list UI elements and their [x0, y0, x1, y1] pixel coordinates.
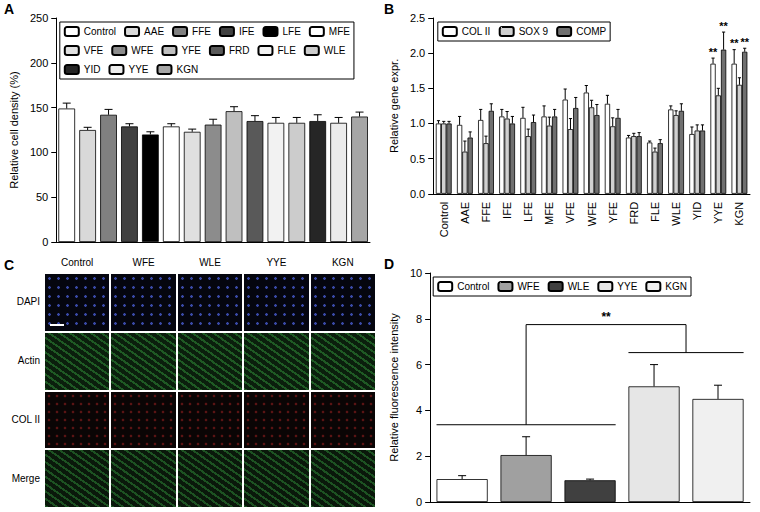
svg-text:**: **: [730, 37, 739, 49]
svg-text:YYE: YYE: [617, 281, 637, 292]
svg-text:D: D: [384, 256, 394, 272]
svg-text:FRD: FRD: [229, 45, 250, 56]
svg-text:COMP: COMP: [576, 26, 606, 37]
svg-text:FFE: FFE: [480, 202, 492, 223]
html-text:KGN: KGN: [332, 257, 354, 268]
svg-text:**: **: [740, 36, 749, 48]
svg-text:2.5: 2.5: [410, 12, 425, 24]
html-text:YYE: YYE: [266, 257, 287, 268]
svg-text:MFE: MFE: [329, 26, 350, 37]
svg-text:10: 10: [410, 267, 422, 279]
svg-text:COL II: COL II: [462, 26, 491, 37]
svg-text:VFE: VFE: [564, 202, 576, 223]
svg-text:IFE: IFE: [239, 26, 255, 37]
svg-text:VFE: VFE: [84, 45, 104, 56]
svg-text:**: **: [709, 46, 718, 58]
html-text:C: C: [4, 257, 15, 273]
svg-text:Control: Control: [438, 202, 450, 237]
html-text:COL II: COL II: [11, 413, 40, 425]
svg-text:AAE: AAE: [459, 202, 471, 224]
svg-text:50: 50: [36, 191, 48, 203]
svg-text:LFE: LFE: [282, 26, 301, 37]
svg-text:Control: Control: [457, 281, 489, 292]
svg-text:FLE: FLE: [277, 45, 296, 56]
svg-text:WLE: WLE: [324, 45, 346, 56]
html-text:DAPI: DAPI: [16, 296, 40, 308]
svg-text:Relative gene expr.: Relative gene expr.: [388, 59, 400, 153]
svg-text:YYE: YYE: [128, 64, 148, 75]
html-text:WFE: WFE: [132, 257, 155, 268]
svg-text:FFE: FFE: [192, 26, 211, 37]
svg-text:WFE: WFE: [517, 281, 540, 292]
svg-text:4: 4: [416, 404, 422, 416]
html-text:Merge: Merge: [11, 472, 40, 484]
svg-text:SOX 9: SOX 9: [519, 26, 549, 37]
html-text:WLE: WLE: [199, 257, 221, 268]
svg-text:2.0: 2.0: [410, 47, 425, 59]
svg-text:WFE: WFE: [131, 45, 154, 56]
html-text:Actin: Actin: [17, 355, 40, 367]
svg-text:AAE: AAE: [144, 26, 164, 37]
svg-text:WFE: WFE: [586, 202, 598, 226]
svg-text:WLE: WLE: [670, 202, 682, 226]
svg-text:Relative fluorescence intensit: Relative fluorescence intensity: [388, 313, 400, 462]
svg-text:MFE: MFE: [543, 202, 555, 225]
svg-text:Relative cell density (%): Relative cell density (%): [8, 71, 20, 188]
svg-text:150: 150: [30, 102, 48, 114]
svg-text:200: 200: [30, 57, 48, 69]
svg-text:**: **: [719, 20, 728, 32]
html-text:Control: Control: [61, 257, 94, 268]
svg-text:0: 0: [416, 496, 422, 508]
svg-text:8: 8: [416, 313, 422, 325]
svg-text:YFE: YFE: [607, 202, 619, 223]
svg-text:**: **: [601, 310, 611, 324]
svg-text:KGN: KGN: [665, 281, 687, 292]
svg-text:IFE: IFE: [501, 202, 513, 219]
svg-text:YFE: YFE: [181, 45, 201, 56]
svg-text:0: 0: [42, 236, 48, 248]
svg-text:FRD: FRD: [628, 202, 640, 225]
svg-text:6: 6: [416, 359, 422, 371]
svg-text:YYE: YYE: [712, 202, 724, 224]
svg-text:YID: YID: [84, 64, 101, 75]
svg-text:250: 250: [30, 12, 48, 24]
svg-text:YID: YID: [691, 202, 703, 220]
svg-text:1.0: 1.0: [410, 117, 425, 129]
svg-text:B: B: [384, 1, 394, 17]
svg-text:KGN: KGN: [176, 64, 198, 75]
svg-text:KGN: KGN: [733, 202, 745, 226]
svg-text:1.5: 1.5: [410, 82, 425, 94]
svg-text:WLE: WLE: [568, 281, 590, 292]
svg-text:Control: Control: [84, 26, 116, 37]
svg-text:0.0: 0.0: [410, 188, 425, 200]
svg-text:0.5: 0.5: [410, 153, 425, 165]
svg-text:A: A: [4, 1, 14, 17]
svg-text:100: 100: [30, 146, 48, 158]
svg-text:LFE: LFE: [522, 202, 534, 222]
svg-text:FLE: FLE: [649, 202, 661, 222]
svg-text:2: 2: [416, 450, 422, 462]
